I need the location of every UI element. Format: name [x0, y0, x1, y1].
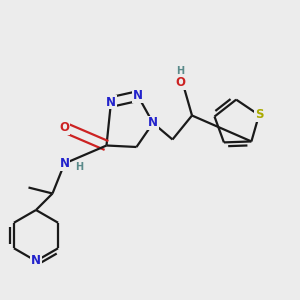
Text: O: O: [176, 76, 186, 89]
Text: N: N: [59, 157, 70, 170]
Text: N: N: [133, 89, 143, 103]
Text: N: N: [148, 116, 158, 130]
Text: H: H: [176, 65, 184, 76]
Text: O: O: [59, 121, 70, 134]
Text: N: N: [106, 95, 116, 109]
Text: S: S: [255, 109, 263, 122]
Text: H: H: [75, 161, 83, 172]
Text: N: N: [31, 254, 41, 268]
